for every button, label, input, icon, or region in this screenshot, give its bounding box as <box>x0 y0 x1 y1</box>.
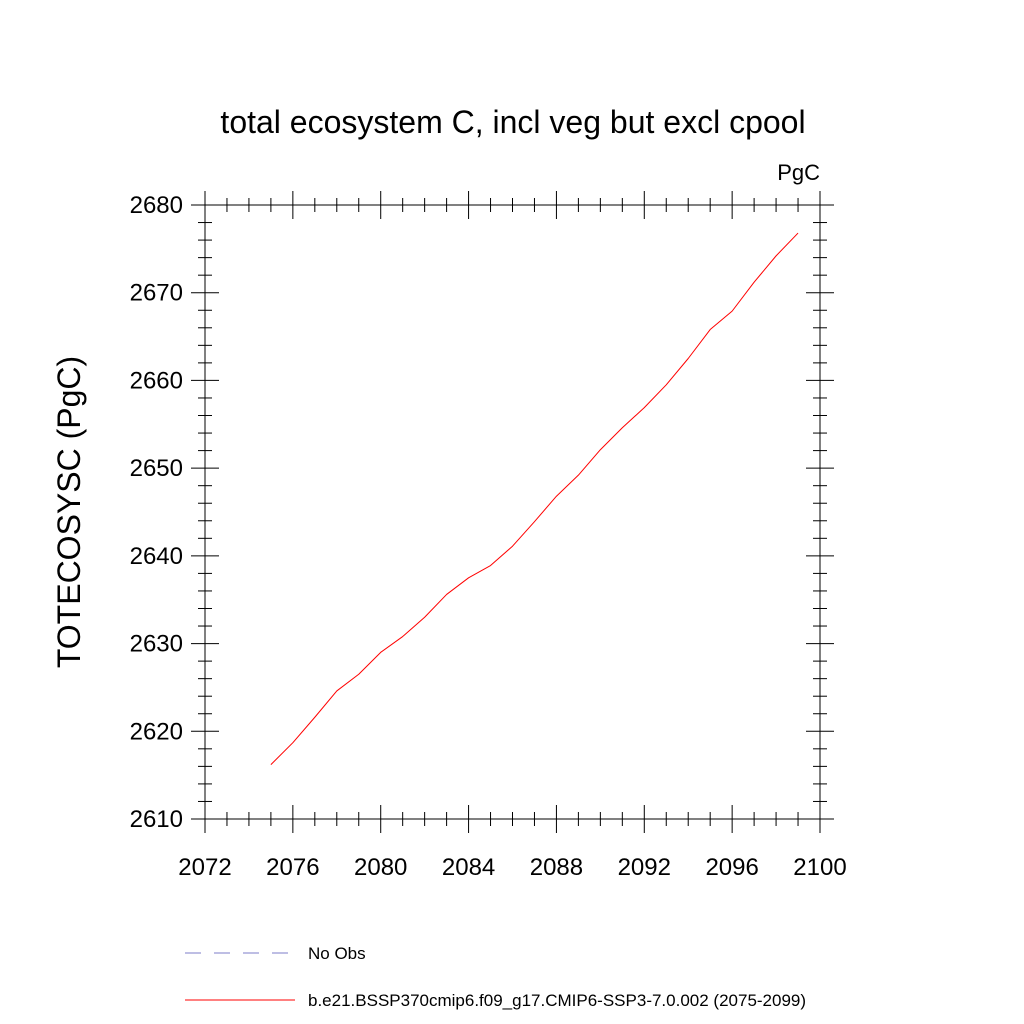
x-tick-label: 2092 <box>618 854 671 881</box>
y-tick-label: 2640 <box>130 543 183 570</box>
units-label: PgC <box>777 160 820 185</box>
x-tick-label: 2080 <box>354 854 407 881</box>
x-tick-label: 2088 <box>530 854 583 881</box>
y-tick-label: 2680 <box>130 192 183 219</box>
x-tick-label: 2072 <box>178 854 231 881</box>
y-ticks: 2610 2620 2630 2640 2650 2660 2670 2680 <box>130 192 834 833</box>
series-layer <box>270 232 799 765</box>
legend-label-no-obs: No Obs <box>308 944 366 963</box>
y-tick-label: 2630 <box>130 631 183 658</box>
chart-title: total ecosystem C, incl veg but excl cpo… <box>220 104 805 140</box>
y-tick-label: 2660 <box>130 367 183 394</box>
x-tick-label: 2096 <box>705 854 758 881</box>
x-tick-label: 2076 <box>266 854 319 881</box>
series-line <box>270 232 799 765</box>
y-tick-label: 2670 <box>130 280 183 307</box>
y-tick-label: 2620 <box>130 718 183 745</box>
legend: No Obs b.e21.BSSP370cmip6.f09_g17.CMIP6-… <box>185 944 806 1010</box>
y-tick-label: 2650 <box>130 455 183 482</box>
y-axis-title: TOTECOSYSC (PgC) <box>51 356 87 668</box>
legend-label-series: b.e21.BSSP370cmip6.f09_g17.CMIP6-SSP3-7.… <box>308 991 806 1010</box>
x-ticks: 2072 2076 2080 2084 2088 2092 2096 2100 <box>178 191 847 881</box>
plot-frame <box>204 204 821 820</box>
x-tick-label: 2084 <box>442 854 495 881</box>
x-tick-label: 2100 <box>793 854 846 881</box>
y-tick-label: 2610 <box>130 806 183 833</box>
